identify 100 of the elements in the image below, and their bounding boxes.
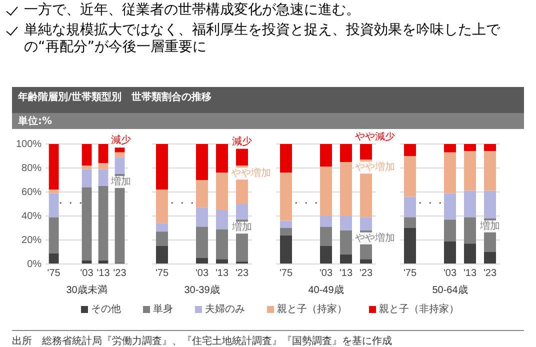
annotation: ・・・ bbox=[415, 198, 445, 210]
annotation: 増加 bbox=[479, 220, 500, 232]
bar bbox=[484, 190, 496, 218]
bar bbox=[484, 151, 496, 191]
bar bbox=[404, 156, 416, 197]
x-axis-title: 50-64歳 bbox=[432, 284, 468, 296]
bar bbox=[82, 187, 92, 260]
text: 出所 総務省統計局『労働力調査』、『住宅土地統計調査』『国勢調査』を基に作成 bbox=[12, 330, 524, 347]
legend-label: 親と子（非持家） bbox=[379, 302, 459, 316]
bar bbox=[82, 169, 92, 188]
annotation: やや増加 bbox=[355, 232, 395, 244]
y-tick-label: 100% bbox=[16, 138, 42, 150]
x-tick-label: '23 bbox=[113, 268, 127, 279]
x-tick-label: '03 bbox=[443, 268, 457, 279]
bar bbox=[236, 204, 248, 220]
x-tick-label: '75 bbox=[279, 268, 293, 279]
y-tick-label: 60% bbox=[22, 186, 42, 198]
bar bbox=[340, 144, 352, 162]
y-tick-label: 20% bbox=[22, 234, 42, 246]
bar bbox=[404, 228, 416, 264]
bar bbox=[236, 148, 248, 166]
bar bbox=[320, 166, 332, 216]
bar bbox=[156, 232, 168, 246]
bar bbox=[48, 144, 59, 190]
bar bbox=[444, 241, 456, 264]
bar bbox=[82, 166, 92, 170]
bar bbox=[464, 244, 476, 264]
bar bbox=[216, 210, 228, 230]
bar bbox=[48, 217, 59, 254]
x-tick-label: '75 bbox=[403, 268, 417, 279]
x-tick-label: '03 bbox=[80, 268, 94, 279]
x-axis-title: 40-49歳 bbox=[308, 284, 344, 296]
bar bbox=[48, 190, 59, 194]
bar bbox=[114, 148, 125, 152]
bar bbox=[320, 246, 332, 264]
bar bbox=[464, 190, 476, 218]
bar bbox=[156, 190, 168, 224]
bar bbox=[280, 235, 292, 264]
x-tick-label: '03 bbox=[195, 268, 209, 279]
bar bbox=[444, 220, 456, 242]
y-tick-label: 0% bbox=[27, 258, 42, 270]
bar bbox=[444, 144, 456, 152]
bar bbox=[360, 259, 372, 264]
x-tick-label: '13 bbox=[339, 268, 353, 279]
bar bbox=[216, 172, 228, 210]
bar bbox=[156, 223, 168, 232]
x-tick-label: '75 bbox=[47, 268, 61, 279]
annotation: ・・・ bbox=[55, 198, 86, 210]
x-tick-label: '13 bbox=[96, 268, 110, 279]
chart-subtitle: 単位:% bbox=[12, 113, 524, 129]
bar bbox=[464, 217, 476, 244]
bar bbox=[444, 193, 456, 220]
x-tick-label: '23 bbox=[359, 268, 373, 279]
bar bbox=[484, 252, 496, 264]
bar bbox=[216, 144, 228, 173]
x-tick-label: '23 bbox=[483, 268, 497, 279]
bar bbox=[280, 172, 292, 221]
bar bbox=[48, 253, 59, 264]
x-tick-label: '13 bbox=[215, 268, 229, 279]
bar bbox=[464, 144, 476, 152]
x-tick-label: '23 bbox=[235, 268, 249, 279]
annotation: 減少 bbox=[111, 134, 132, 146]
bar bbox=[360, 144, 372, 160]
bar bbox=[98, 163, 108, 170]
x-tick-label: '13 bbox=[463, 268, 477, 279]
annotation: 減少 bbox=[232, 135, 252, 148]
bar bbox=[48, 193, 59, 218]
bar bbox=[280, 144, 292, 173]
bar bbox=[404, 196, 416, 218]
bar bbox=[280, 220, 292, 228]
x-axis-title: 30-39歳 bbox=[184, 284, 220, 296]
bar bbox=[156, 144, 168, 190]
bar bbox=[196, 226, 208, 258]
bar bbox=[114, 152, 125, 158]
bar bbox=[98, 144, 108, 164]
bar bbox=[98, 260, 108, 264]
bar bbox=[82, 260, 92, 264]
bar bbox=[464, 151, 476, 191]
text: 一方で、近年、従業者の世帯構成変化が急速に進む。 bbox=[24, 2, 360, 19]
bar bbox=[340, 162, 352, 216]
bar bbox=[98, 169, 108, 186]
bar bbox=[114, 157, 125, 174]
annotation: ・・・ bbox=[167, 198, 197, 210]
x-tick-label: '75 bbox=[155, 268, 169, 279]
bar bbox=[196, 180, 208, 208]
bar bbox=[216, 229, 228, 260]
bar bbox=[196, 258, 208, 264]
bar bbox=[98, 186, 108, 260]
legend-label: その他 bbox=[91, 303, 121, 316]
annotation: ・・・ bbox=[291, 198, 321, 210]
bar bbox=[404, 217, 416, 228]
y-tick-label: 40% bbox=[22, 210, 42, 222]
legend-label: 夫婦のみ bbox=[205, 302, 245, 316]
text: 単純な規模拡大ではなく、福利厚生を投資と捉え、投資効果を吟味した上での“再配分”が今後一層重要に bbox=[24, 22, 502, 56]
bar bbox=[340, 216, 352, 230]
bar bbox=[444, 152, 456, 194]
chart-title: 年齢階層別/世帯類型別 世帯類割合の推移 bbox=[12, 87, 524, 113]
bar bbox=[196, 144, 208, 180]
legend-label: 親と子（持家） bbox=[277, 302, 347, 316]
bar bbox=[484, 144, 496, 152]
